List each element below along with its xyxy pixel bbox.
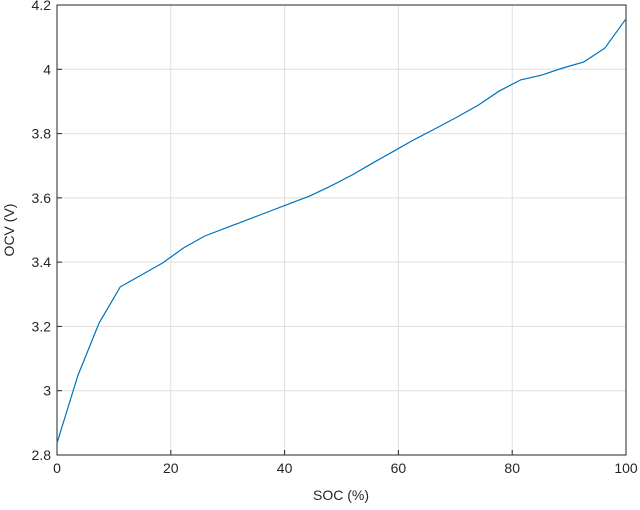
y-tick-label: 3.4 (32, 254, 52, 270)
y-tick-label: 3.6 (32, 190, 52, 206)
y-tick-label: 4 (43, 61, 51, 77)
y-tick-label: 2.8 (32, 447, 52, 463)
x-tick-label: 40 (277, 460, 293, 476)
y-tick-label: 4.2 (32, 0, 52, 13)
data-line (56, 18, 627, 444)
x-tick-label: 100 (614, 460, 638, 476)
plot-frame (56, 4, 627, 456)
x-tick-label: 80 (504, 460, 520, 476)
x-tick-label: 60 (391, 460, 407, 476)
x-axis-label: SOC (%) (313, 487, 369, 503)
y-axis-label: OCV (V) (1, 204, 17, 257)
y-tick-label: 3.8 (32, 126, 52, 142)
y-tick-label: 3 (43, 383, 51, 399)
y-tick-label: 3.2 (32, 318, 52, 334)
x-tick-label: 20 (163, 460, 179, 476)
x-tick-label: 0 (53, 460, 61, 476)
